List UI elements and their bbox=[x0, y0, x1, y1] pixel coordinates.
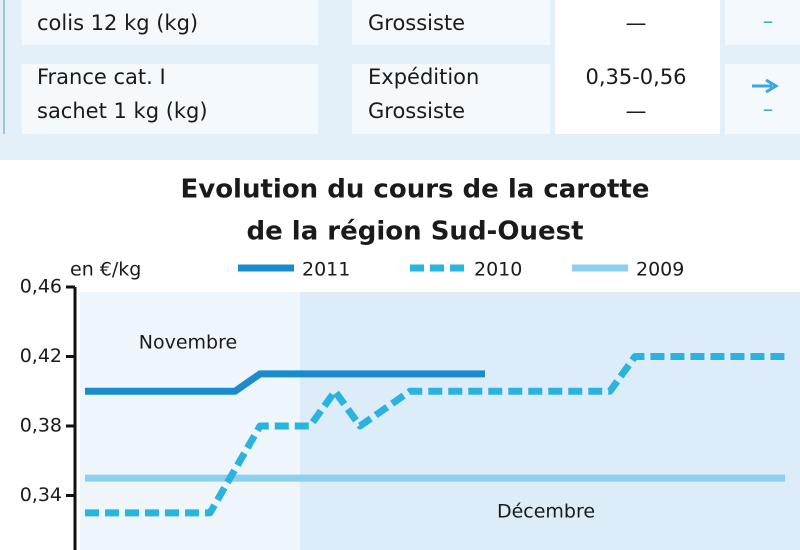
series-line bbox=[85, 353, 785, 517]
cell bbox=[22, 0, 318, 45]
chart-title: de la région Sud-Ouest bbox=[247, 217, 584, 247]
month-band bbox=[80, 292, 300, 550]
trend: – bbox=[763, 9, 774, 33]
cell-text: — bbox=[626, 99, 647, 123]
y-tick-label: 0,42 bbox=[20, 345, 62, 367]
cell bbox=[725, 64, 800, 134]
y-tick-label: 0,34 bbox=[20, 484, 62, 506]
chart-title: Evolution du cours de la carotte bbox=[180, 175, 649, 205]
trend: – bbox=[763, 97, 774, 121]
cell bbox=[555, 0, 720, 134]
y-tick-label: 0,38 bbox=[20, 415, 62, 437]
cell-text: 0,35-0,56 bbox=[585, 65, 686, 89]
y-axis-label: en €/kg bbox=[70, 259, 141, 281]
legend-label: 2010 bbox=[474, 259, 522, 281]
month-band bbox=[300, 292, 800, 550]
cell bbox=[22, 64, 318, 134]
cell-text: colis 12 kg (kg) bbox=[37, 11, 198, 35]
cell-text: — bbox=[626, 11, 647, 35]
arrow-icon bbox=[752, 78, 779, 94]
annotation: Novembre bbox=[139, 332, 237, 354]
cell-text: Expédition bbox=[368, 65, 479, 89]
cell-text: Grossiste bbox=[368, 11, 465, 35]
series-line bbox=[85, 370, 485, 395]
y-tick-label: 0,46 bbox=[20, 276, 62, 298]
cell bbox=[352, 64, 550, 134]
legend-label: 2011 bbox=[302, 259, 350, 281]
cell bbox=[352, 0, 550, 45]
cell-text: France cat. I bbox=[37, 65, 166, 89]
cell bbox=[725, 0, 800, 45]
legend-label: 2009 bbox=[636, 259, 684, 281]
cell-text: sachet 1 kg (kg) bbox=[37, 99, 208, 123]
annotation: Décembre bbox=[497, 501, 595, 523]
cell-text: Grossiste bbox=[368, 99, 465, 123]
